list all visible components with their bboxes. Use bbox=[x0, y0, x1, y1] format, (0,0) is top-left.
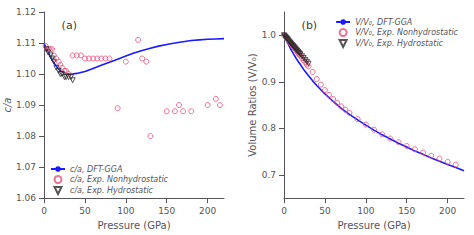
svg-text:200: 200 bbox=[439, 206, 456, 216]
svg-text:50: 50 bbox=[79, 206, 91, 216]
svg-text:Pressure (GPa): Pressure (GPa) bbox=[337, 220, 410, 231]
svg-text:1.08: 1.08 bbox=[16, 131, 36, 141]
svg-text:V/V₀, DFT-GGA: V/V₀, DFT-GGA bbox=[355, 18, 412, 27]
svg-text:1.11: 1.11 bbox=[16, 38, 36, 48]
svg-text:(a): (a) bbox=[62, 19, 77, 32]
svg-text:Volume Ratios (V/V₀): Volume Ratios (V/V₀) bbox=[247, 53, 258, 156]
svg-text:0.9: 0.9 bbox=[262, 77, 277, 87]
svg-text:1.09: 1.09 bbox=[16, 100, 36, 110]
svg-text:c/a, DFT-GGA: c/a, DFT-GGA bbox=[70, 165, 122, 174]
svg-text:150: 150 bbox=[398, 206, 415, 216]
svg-text:100: 100 bbox=[117, 206, 134, 216]
svg-text:0: 0 bbox=[281, 206, 287, 216]
svg-text:200: 200 bbox=[199, 206, 216, 216]
svg-text:1.07: 1.07 bbox=[16, 162, 36, 172]
svg-text:Pressure (GPa): Pressure (GPa) bbox=[97, 220, 170, 231]
svg-text:0.7: 0.7 bbox=[262, 170, 276, 180]
svg-text:150: 150 bbox=[158, 206, 175, 216]
svg-text:0: 0 bbox=[41, 206, 47, 216]
svg-text:(b): (b) bbox=[302, 19, 318, 32]
svg-text:50: 50 bbox=[319, 206, 331, 216]
svg-text:V/V₀, Exp. Hydrostatic: V/V₀, Exp. Hydrostatic bbox=[355, 39, 443, 48]
svg-text:c/a, Exp. Hydrostatic: c/a, Exp. Hydrostatic bbox=[70, 186, 154, 195]
svg-text:c/a: c/a bbox=[2, 98, 13, 113]
svg-text:1.10: 1.10 bbox=[16, 69, 36, 79]
svg-text:c/a, Exp. Nonhydrostatic: c/a, Exp. Nonhydrostatic bbox=[70, 175, 169, 184]
svg-text:1.12: 1.12 bbox=[16, 7, 36, 17]
svg-text:V/V₀, Exp. Nonhydrostatic: V/V₀, Exp. Nonhydrostatic bbox=[355, 28, 458, 37]
svg-text:100: 100 bbox=[357, 206, 374, 216]
svg-text:1.06: 1.06 bbox=[16, 193, 36, 203]
svg-text:1.0: 1.0 bbox=[262, 30, 277, 40]
svg-text:0.8: 0.8 bbox=[262, 123, 277, 133]
